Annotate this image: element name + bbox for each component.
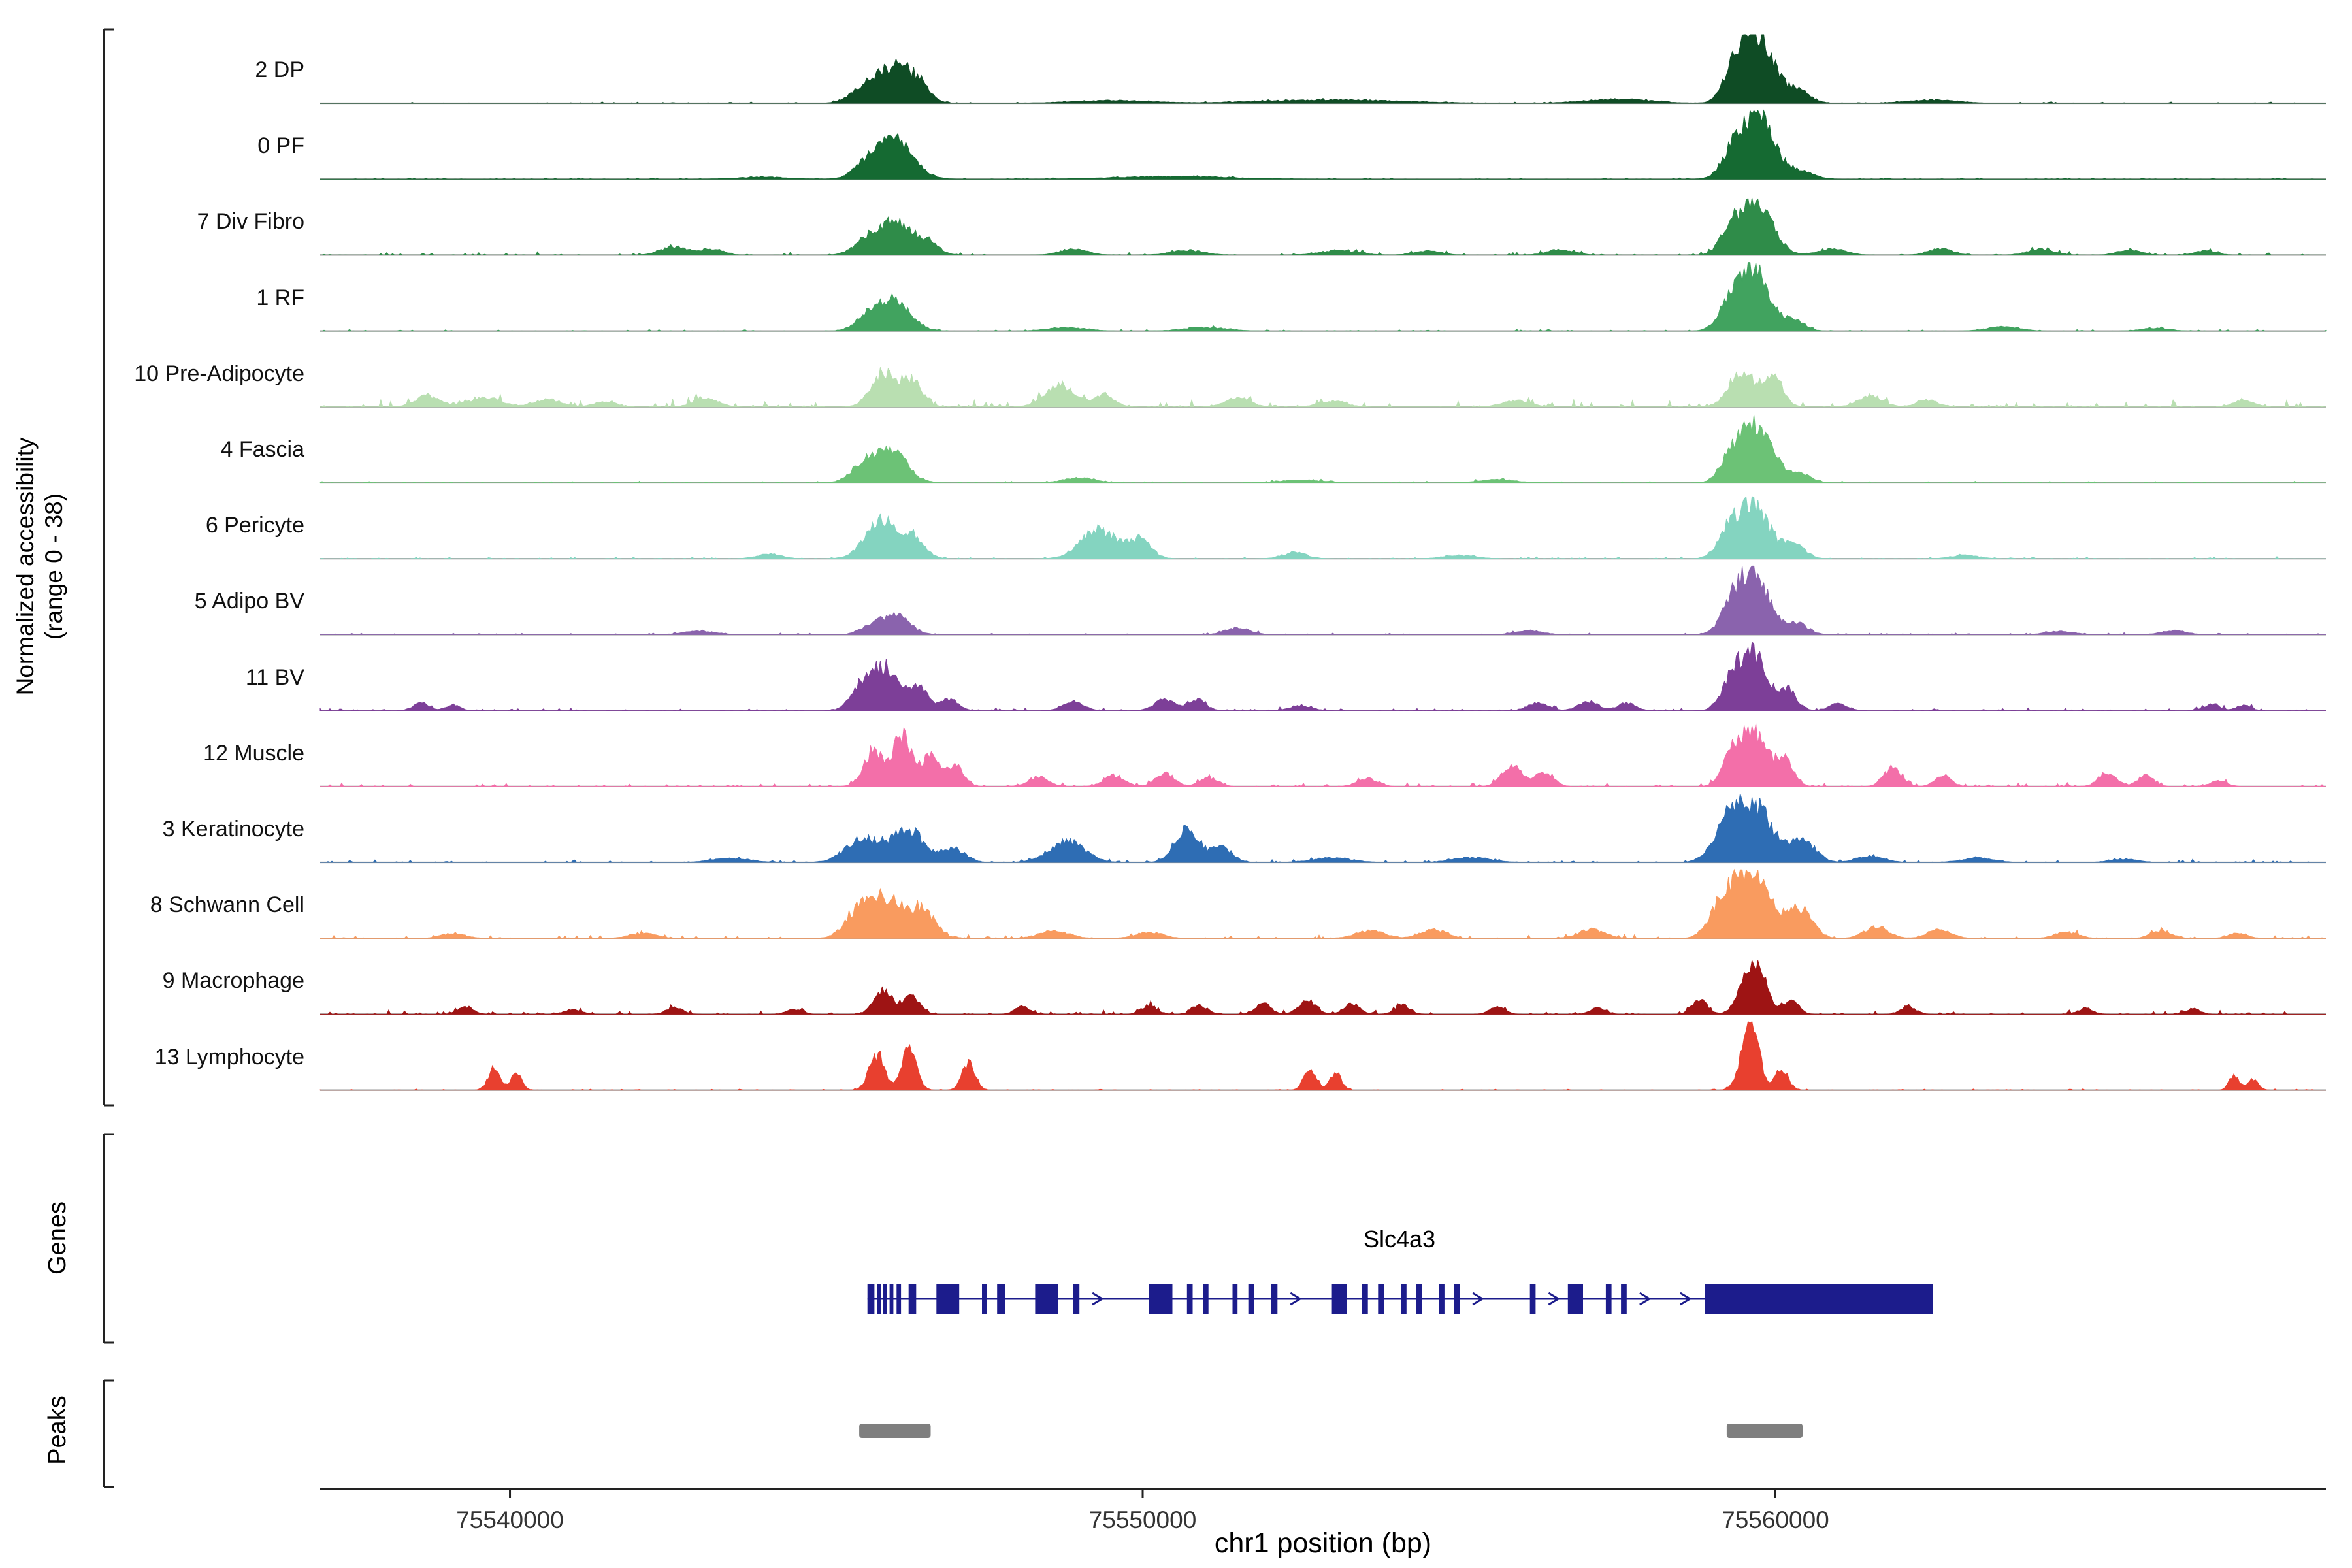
gene-exon <box>1362 1284 1368 1314</box>
track-label: 11 BV <box>245 665 304 690</box>
gene-exon <box>1035 1284 1058 1314</box>
gene-exon <box>1439 1284 1445 1314</box>
peak-region-bar <box>1726 1424 1803 1438</box>
gene-exon <box>1248 1284 1254 1314</box>
gene-exon <box>997 1284 1005 1314</box>
strand-arrow-icon <box>1548 1292 1561 1306</box>
gene-exon <box>1331 1284 1347 1314</box>
gene-exon <box>1454 1284 1460 1314</box>
gene-exon <box>1186 1284 1193 1314</box>
gene-exon <box>883 1284 887 1314</box>
gene-exon <box>896 1284 902 1314</box>
gene-exon <box>1605 1284 1612 1314</box>
peaks-section-label: Peaks <box>44 1396 71 1465</box>
track-label: 8 Schwann Cell <box>150 892 304 917</box>
x-axis-title: chr1 position (bp) <box>1214 1527 1432 1559</box>
genes-section-label: Genes <box>44 1201 71 1275</box>
signal-area <box>320 262 2327 332</box>
strand-arrow-icon <box>1290 1292 1303 1306</box>
track-label: 13 Lymphocyte <box>154 1045 304 1070</box>
track-label: 6 Pericyte <box>205 513 304 538</box>
x-tick-label: 75540000 <box>456 1507 564 1533</box>
gene-name-label: Slc4a3 <box>1363 1226 1436 1252</box>
x-tick-label: 75560000 <box>1722 1507 1829 1533</box>
gene-exon <box>1378 1284 1384 1314</box>
signal-area <box>320 109 2326 180</box>
gene-exon <box>936 1284 960 1314</box>
gene-exon <box>1232 1284 1238 1314</box>
track-label: 7 Div Fibro <box>197 209 304 234</box>
track-label: 9 Macrophage <box>162 968 304 993</box>
gene-exon <box>867 1284 875 1314</box>
signal-area <box>319 641 2326 711</box>
gene-exon <box>908 1284 917 1314</box>
peak-region-bar <box>859 1424 931 1438</box>
signal-area <box>320 197 2326 256</box>
gene-exon <box>1416 1284 1422 1314</box>
signal-area <box>320 868 2326 939</box>
strand-arrow-icon <box>1472 1292 1485 1306</box>
track-label: 4 Fascia <box>220 437 305 462</box>
x-tick-label: 75550000 <box>1089 1507 1197 1533</box>
track-label: 0 PF <box>257 133 304 158</box>
gene-exon <box>1567 1284 1583 1314</box>
strand-arrow-icon <box>1639 1292 1652 1306</box>
signal-area <box>320 366 2326 408</box>
gene-exon <box>1621 1284 1627 1314</box>
signal-area <box>320 723 2326 787</box>
gene-exon <box>982 1284 987 1314</box>
signal-area <box>319 496 2326 559</box>
strand-arrow-icon <box>1092 1292 1105 1306</box>
signal-area <box>319 565 2326 635</box>
track-label: 3 Keratinocyte <box>162 817 304 841</box>
strand-arrow-icon <box>1680 1292 1692 1306</box>
gene-exon <box>1073 1284 1080 1314</box>
gene-exon <box>1149 1284 1173 1314</box>
gene-exon <box>1529 1284 1536 1314</box>
track-label: 10 Pre-Adipocyte <box>134 361 304 386</box>
track-label: 5 Adipo BV <box>194 589 304 613</box>
signal-area <box>319 414 2326 483</box>
gene-exon <box>1271 1284 1278 1314</box>
signal-area <box>319 1021 2326 1091</box>
gene-exon <box>1203 1284 1209 1314</box>
track-label: 12 Muscle <box>203 741 304 766</box>
gene-exon <box>877 1284 881 1314</box>
signal-area <box>320 34 2326 104</box>
gene-exon <box>889 1284 894 1314</box>
gene-exon <box>1401 1284 1407 1314</box>
signal-area <box>320 959 2326 1015</box>
track-label: 2 DP <box>255 57 304 82</box>
gene-exon <box>1705 1284 1933 1314</box>
track-label: 1 RF <box>256 286 304 310</box>
signal-area <box>320 793 2326 863</box>
